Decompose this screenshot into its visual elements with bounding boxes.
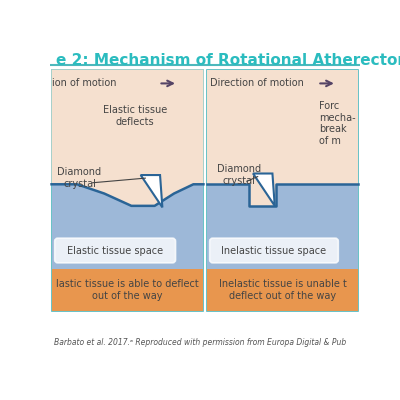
Bar [206, 184, 358, 269]
Text: e 2: Mechanism of Rotational Atherectomy: e 2: Mechanism of Rotational Atherectomy [56, 53, 400, 68]
Bar [52, 70, 204, 311]
Bar [52, 269, 204, 311]
Text: Direction of motion: Direction of motion [210, 78, 304, 88]
FancyBboxPatch shape [55, 238, 176, 263]
Text: Inelastic tissue space: Inelastic tissue space [222, 246, 326, 256]
Text: Inelastic tissue is unable t
deflect out of the way: Inelastic tissue is unable t deflect out… [218, 279, 346, 301]
Bar [206, 70, 358, 311]
Polygon shape [52, 70, 204, 206]
Polygon shape [253, 174, 275, 206]
Text: Diamond
crystal: Diamond crystal [217, 164, 261, 186]
Text: ion of motion: ion of motion [52, 78, 116, 88]
Polygon shape [141, 175, 162, 207]
Text: Diamond
crystal: Diamond crystal [57, 167, 102, 189]
FancyBboxPatch shape [210, 238, 338, 263]
Text: Barbato et al. 2017.ᵃ Reproduced with permission from Europa Digital & Pub: Barbato et al. 2017.ᵃ Reproduced with pe… [54, 338, 346, 347]
Text: lastic tissue is able to deflect
out of the way: lastic tissue is able to deflect out of … [56, 279, 199, 301]
Text: Elastic tissue
deflects: Elastic tissue deflects [103, 105, 167, 126]
Bar [206, 269, 358, 311]
Text: Elastic tissue space: Elastic tissue space [67, 246, 163, 256]
Polygon shape [206, 70, 358, 206]
Bar [52, 184, 204, 269]
Text: Forc
mecha-
break
of m: Forc mecha- break of m [319, 101, 355, 146]
